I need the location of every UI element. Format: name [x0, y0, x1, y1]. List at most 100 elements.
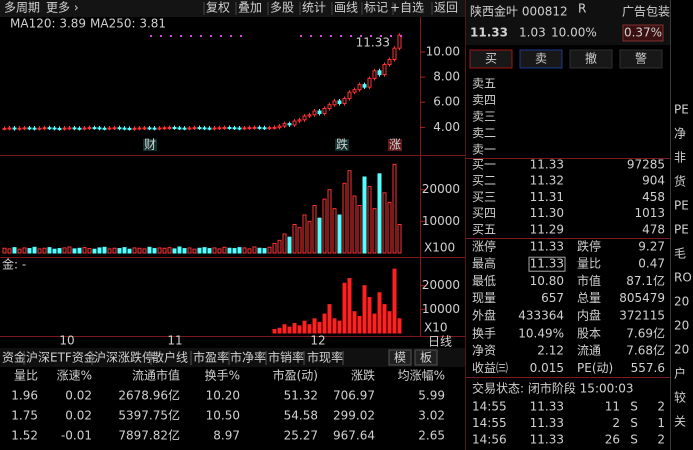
- action-button[interactable]: [519, 49, 563, 69]
- column-header: 换手%: [205, 369, 240, 383]
- stat-label: 总量: [577, 291, 601, 305]
- candle: [87, 127, 92, 130]
- bid-label: 买一: [472, 158, 496, 172]
- stat-value: 0.47: [638, 257, 665, 271]
- toolbar-button[interactable]: 多股: [270, 1, 294, 15]
- candle: [377, 70, 382, 76]
- volume-bar: [282, 324, 287, 334]
- tab[interactable]: 市销率: [268, 350, 304, 365]
- volume-bar: [327, 304, 332, 334]
- volume-bar: [197, 247, 202, 254]
- volume-bar: [177, 246, 182, 254]
- candle: [122, 127, 127, 130]
- candle: [127, 127, 132, 130]
- volume-bar: [112, 247, 117, 254]
- volume-bar: [307, 220, 312, 254]
- candle: [222, 126, 227, 129]
- candle: [147, 127, 152, 130]
- volume-bar: [7, 248, 12, 254]
- menu[interactable]: 更多 ›: [46, 1, 79, 15]
- side-label: PE: [674, 103, 689, 117]
- side-label: 20: [674, 343, 689, 357]
- candle: [172, 126, 177, 129]
- toolbar-button[interactable]: 返回: [434, 1, 458, 15]
- candle: [387, 58, 392, 66]
- candle: [92, 127, 97, 130]
- stat-label: 净资: [472, 344, 496, 358]
- tab[interactable]: 市净率: [230, 350, 266, 365]
- event-mark: 财: [144, 138, 156, 152]
- volume-bar: [337, 214, 342, 254]
- marker-dot: [160, 35, 162, 37]
- high-box: [528, 256, 566, 272]
- stat-value: 0.015: [530, 361, 564, 375]
- candle: [162, 127, 167, 130]
- volume-bar: [322, 198, 327, 254]
- table-cell: 7897.82亿: [118, 428, 180, 443]
- volume-bar: [257, 247, 262, 254]
- action-label[interactable]: 警: [635, 51, 647, 66]
- tick-price: 11.33: [530, 433, 564, 447]
- candle: [372, 70, 377, 79]
- stat-label: 流通: [577, 344, 601, 358]
- volume-bar: [187, 247, 192, 254]
- marker-dot: [340, 35, 342, 37]
- volume-bar: [307, 324, 312, 334]
- tab[interactable]: 散户线: [152, 350, 188, 365]
- column-header: 流通市值: [132, 368, 180, 383]
- ma-label: MA120: 3.89: [10, 17, 86, 31]
- volume-bar: [352, 311, 357, 334]
- candle: [112, 127, 117, 130]
- candle: [337, 100, 342, 104]
- stat-value: 2.12: [537, 344, 564, 358]
- volume-bar: [287, 326, 292, 334]
- table-cell: 0.02: [65, 409, 92, 423]
- tab[interactable]: 板: [420, 351, 432, 365]
- candle: [17, 127, 22, 130]
- column-header: 量比: [14, 369, 38, 383]
- volume-bar: [252, 246, 257, 254]
- toolbar-button[interactable]: +自选: [390, 1, 424, 15]
- action-button[interactable]: [469, 49, 513, 69]
- event-mark: 跌: [336, 137, 348, 152]
- volume-bar: [92, 248, 97, 254]
- y-tick-label: 8.00: [433, 70, 460, 84]
- tab[interactable]: 资金: [2, 350, 26, 365]
- action-label[interactable]: 买: [485, 52, 497, 66]
- action-label[interactable]: 卖: [535, 52, 547, 66]
- toolbar-button[interactable]: 叠加: [238, 1, 262, 15]
- candle: [242, 127, 247, 130]
- action-button[interactable]: [569, 49, 613, 69]
- toolbar-button[interactable]: 标记: [364, 1, 388, 15]
- candle: [132, 127, 137, 130]
- volume-bar: [312, 318, 317, 334]
- toolbar-button[interactable]: 画线: [334, 1, 358, 15]
- volume-bar: [82, 247, 87, 254]
- stat-value: 10.80: [530, 274, 564, 288]
- tab[interactable]: 市现率: [307, 350, 343, 365]
- table-cell: 2678.96亿: [118, 388, 180, 403]
- candle: [327, 104, 332, 110]
- candle: [157, 127, 162, 130]
- bid-label: 买四: [472, 206, 496, 220]
- candle: [322, 108, 327, 115]
- period-label[interactable]: 日线: [428, 335, 452, 349]
- tab[interactable]: 市盈率: [193, 350, 229, 365]
- candle: [37, 127, 42, 130]
- y-tick-label: 20000: [422, 182, 460, 196]
- ask-label: 卖五: [472, 77, 496, 91]
- table-cell: 1.75: [11, 409, 38, 423]
- tab[interactable]: 模: [394, 351, 406, 365]
- candle: [382, 64, 387, 76]
- toolbar-button[interactable]: 统计: [302, 1, 326, 15]
- tab[interactable]: 沪深涨跌停: [94, 350, 154, 365]
- bid-price: 11.29: [530, 222, 564, 236]
- volume-bar: [52, 248, 57, 254]
- volume-bar: [47, 247, 52, 254]
- action-button[interactable]: [619, 49, 663, 69]
- tab[interactable]: 沪深ETF资金: [26, 350, 96, 365]
- toolbar-button[interactable]: 复权: [206, 1, 230, 15]
- candle: [67, 127, 72, 130]
- bid-price: 11.32: [530, 174, 564, 188]
- action-label[interactable]: 撤: [585, 51, 597, 66]
